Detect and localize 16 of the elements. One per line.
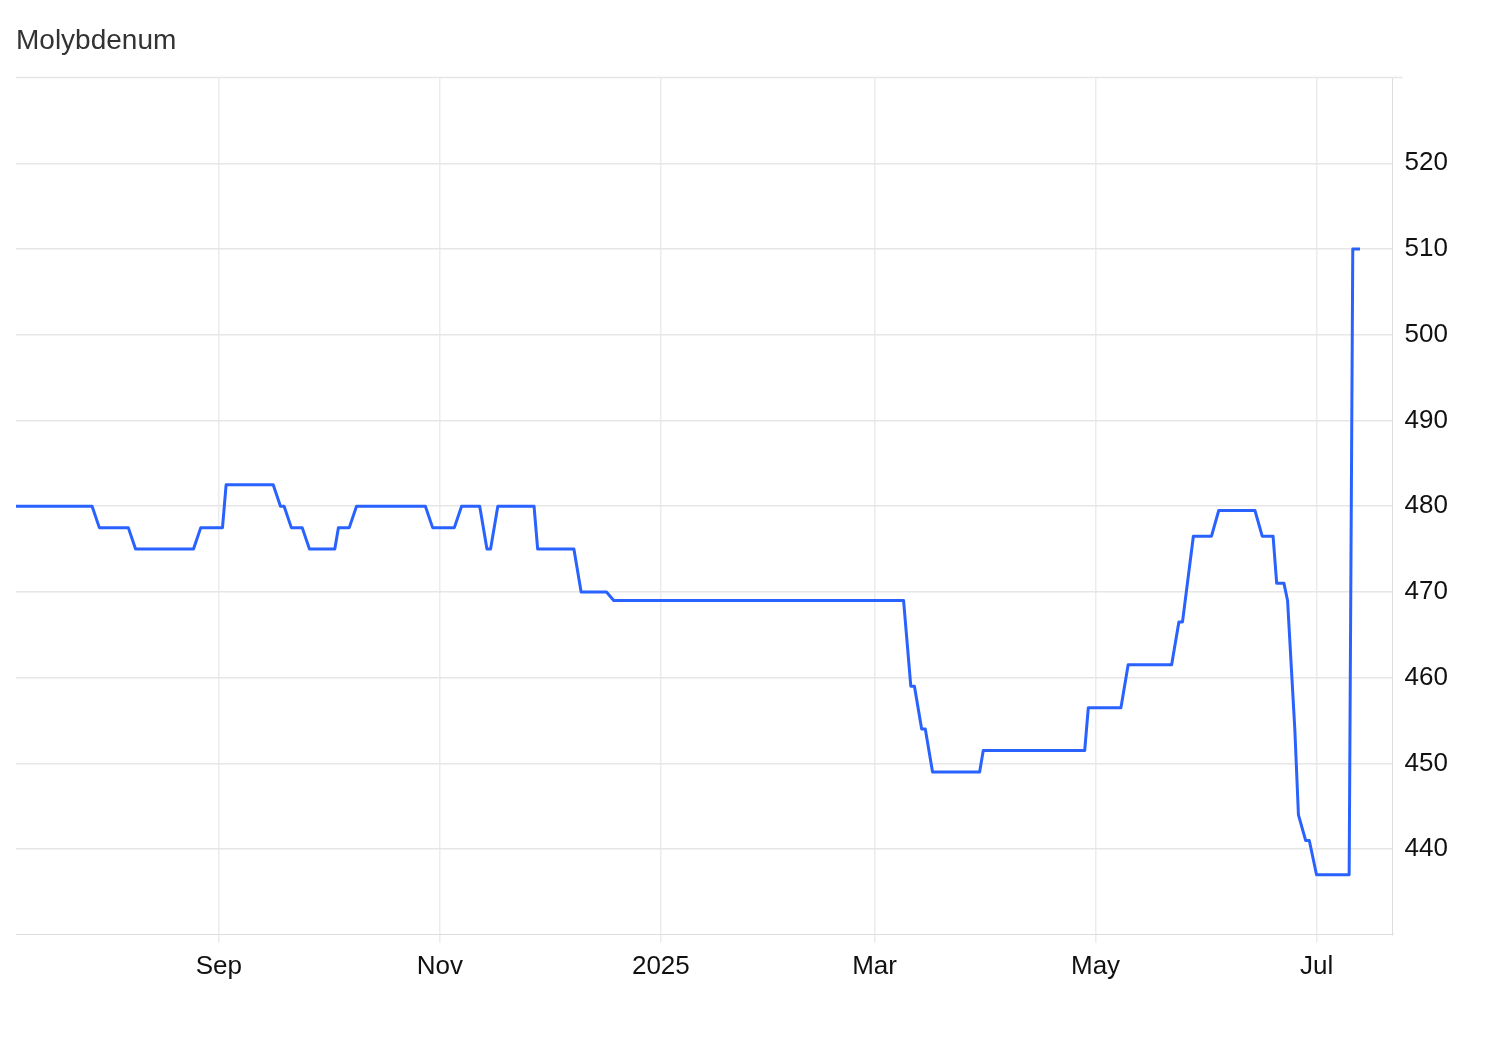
y-tick-label: 480 xyxy=(1404,489,1449,520)
y-tick-label: 460 xyxy=(1404,660,1449,691)
y-tick-label: 470 xyxy=(1404,575,1449,606)
x-tick-label: May xyxy=(1071,949,1121,980)
x-tick-label: Sep xyxy=(195,949,242,980)
x-tick-label: Nov xyxy=(416,949,463,980)
chart-title: Molybdenum xyxy=(16,23,177,55)
y-tick-label: 450 xyxy=(1404,746,1449,777)
x-tick-label: Mar xyxy=(852,949,898,980)
x-tick-label: Jul xyxy=(1299,949,1334,980)
y-tick-label: 490 xyxy=(1404,403,1449,434)
y-tick-label: 510 xyxy=(1404,232,1449,263)
y-tick-label: 500 xyxy=(1404,317,1449,348)
y-tick-label: 440 xyxy=(1404,832,1449,863)
x-tick-label: 2025 xyxy=(631,949,690,980)
y-tick-label: 520 xyxy=(1404,146,1449,177)
